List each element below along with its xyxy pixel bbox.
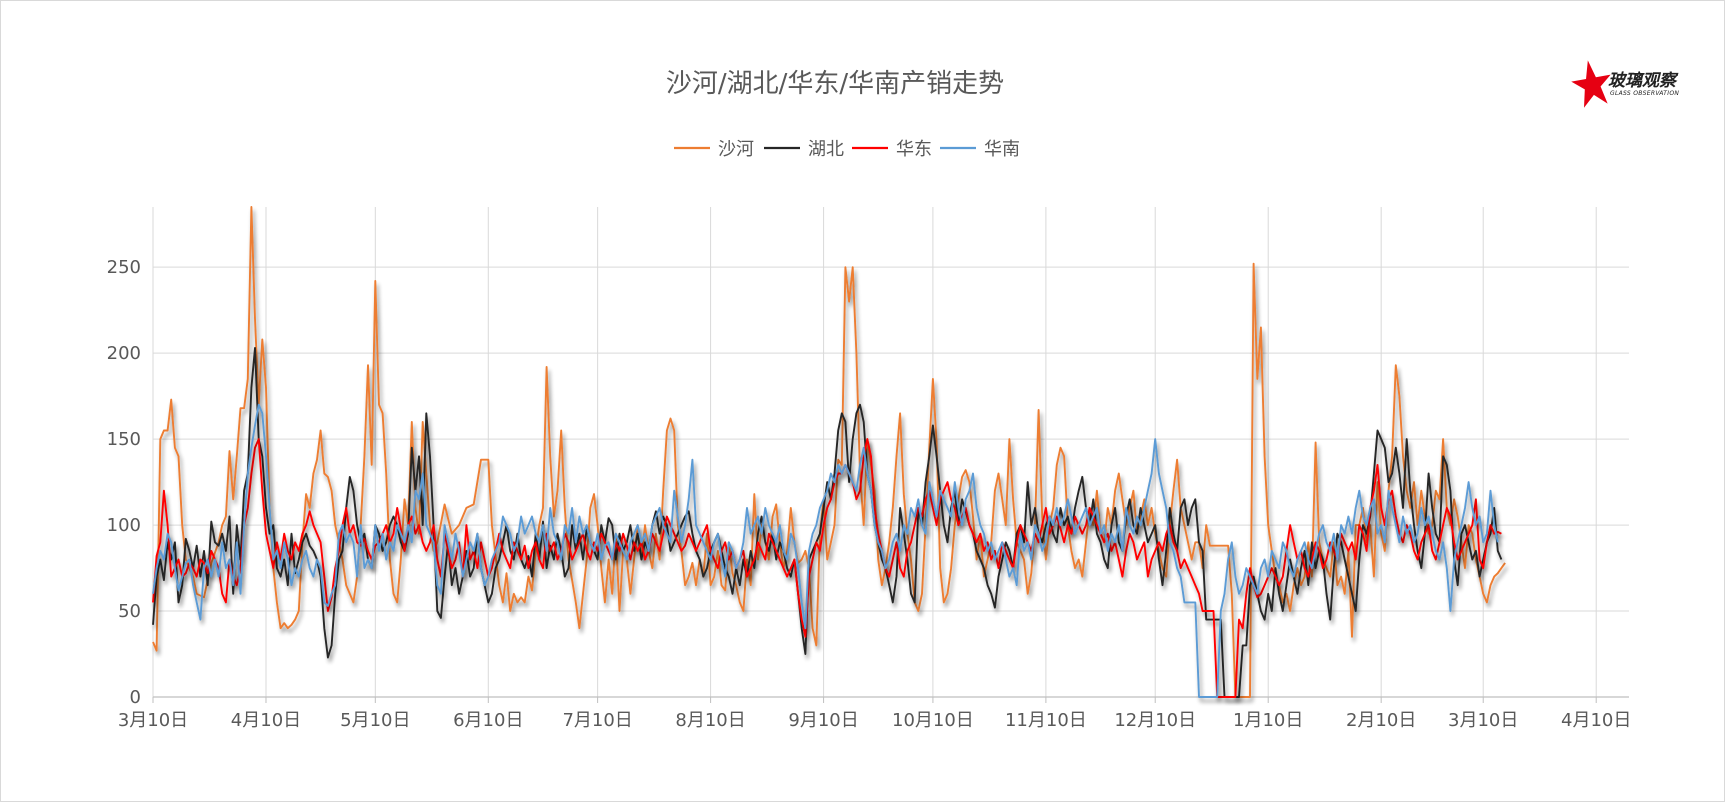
legend-item-0: 沙河	[674, 139, 754, 160]
legend-label: 沙河	[718, 139, 754, 160]
legend-label: 华南	[984, 139, 1020, 160]
y-tick-label: 200	[107, 343, 141, 364]
x-tick-label: 11月10日	[1005, 710, 1087, 731]
y-tick-label: 250	[107, 257, 141, 278]
x-tick-label: 1月10日	[1233, 710, 1303, 731]
chart-legend: 沙河 湖北 华东 华南	[674, 139, 1020, 160]
y-tick-label: 150	[107, 429, 141, 450]
legend-label: 华东	[896, 139, 932, 160]
legend-item-2: 华东	[852, 139, 932, 160]
logo-text: 玻璃观察	[1608, 71, 1679, 91]
legend-item-3: 华南	[940, 139, 1020, 160]
x-tick-label: 7月10日	[562, 710, 632, 731]
x-tick-label: 9月10日	[788, 710, 858, 731]
x-tick-label: 6月10日	[453, 710, 523, 731]
x-tick-label: 3月10日	[1448, 710, 1518, 731]
y-tick-label: 100	[107, 515, 141, 536]
x-tick-label: 5月10日	[340, 710, 410, 731]
x-tick-label: 2月10日	[1346, 710, 1416, 731]
series-line-3	[152, 403, 1499, 698]
logo-subtext: GLASS OBSERVATION	[1610, 90, 1679, 97]
x-tick-label: 12月10日	[1114, 710, 1196, 731]
logo-star-icon	[1571, 60, 1611, 108]
legend-item-1: 湖北	[764, 139, 844, 160]
chart-axes: 0 50 100 150 200 250 3月10日 4月10日 5月10日 6月10日 7月10日…	[107, 257, 1632, 731]
chart-series	[152, 206, 1506, 698]
x-tick-label: 4月10日	[231, 710, 301, 731]
y-tick-label: 50	[118, 601, 141, 622]
x-tick-label: 10月10日	[892, 710, 974, 731]
y-tick-label: 0	[130, 687, 141, 708]
x-tick-label: 4月10日	[1561, 710, 1631, 731]
x-tick-label: 8月10日	[675, 710, 745, 731]
chart-title: 沙河/湖北/华东/华南产销走势	[666, 69, 1004, 99]
brand-logo: 玻璃观察 GLASS OBSERVATION	[1571, 60, 1679, 108]
x-tick-label: 3月10日	[118, 710, 188, 731]
series-line-0	[152, 206, 1506, 698]
series-line-1	[152, 347, 1503, 698]
legend-label: 湖北	[808, 139, 844, 160]
